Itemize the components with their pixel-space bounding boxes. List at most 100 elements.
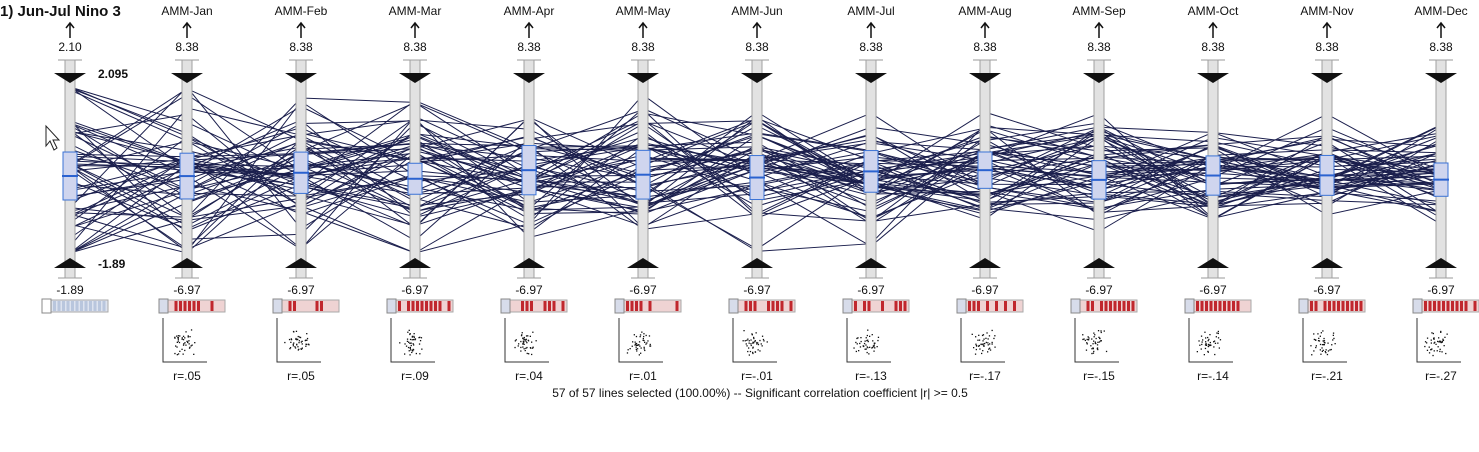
color-cell bbox=[995, 301, 998, 311]
scatter-dot bbox=[1325, 352, 1327, 354]
scatter-dot bbox=[1320, 353, 1322, 355]
scatter-dot bbox=[1441, 351, 1443, 353]
scatter-dot bbox=[526, 342, 528, 344]
axis-max: 8.38 bbox=[859, 40, 883, 54]
scatter-dot bbox=[1086, 338, 1088, 341]
scatter-dot bbox=[756, 343, 758, 345]
scatter-dot bbox=[408, 329, 410, 331]
scatter-dot bbox=[522, 337, 524, 339]
scatter-dot bbox=[754, 340, 756, 342]
scatter-dot bbox=[1205, 344, 1207, 346]
top-slider bbox=[1311, 73, 1343, 83]
scatter-dot bbox=[1424, 345, 1426, 348]
scatter-dot bbox=[529, 335, 531, 337]
scatter-dot bbox=[1201, 343, 1203, 346]
color-cell bbox=[1236, 301, 1240, 311]
scatter-dot bbox=[1323, 340, 1325, 342]
scatter-dot bbox=[1331, 344, 1333, 346]
color-cell bbox=[1223, 301, 1226, 311]
scatter-dot bbox=[407, 346, 410, 349]
scatter-dot bbox=[648, 335, 651, 337]
color-bar-handle bbox=[614, 298, 625, 314]
scatter-dot bbox=[1091, 348, 1093, 350]
color-cell bbox=[1091, 301, 1094, 311]
axis-min: -6.97 bbox=[173, 283, 201, 297]
scatter-dot bbox=[860, 337, 862, 339]
scatter-dot bbox=[1091, 352, 1093, 355]
scatter-dot bbox=[993, 337, 995, 340]
scatter-dot bbox=[981, 334, 984, 337]
scatter-dot bbox=[867, 339, 869, 341]
scatter-dot bbox=[531, 341, 533, 343]
color-cell bbox=[977, 301, 980, 311]
color-cell bbox=[411, 301, 415, 311]
scatter-dot bbox=[308, 344, 310, 346]
scatter-dot bbox=[643, 348, 645, 350]
scatter-dot bbox=[1087, 339, 1089, 341]
scatter-dot bbox=[1207, 343, 1210, 346]
scatter-dot bbox=[983, 338, 985, 340]
color-cell bbox=[771, 301, 775, 311]
color-bar bbox=[728, 299, 796, 313]
scatter-dot bbox=[298, 340, 300, 342]
scatter-dot bbox=[1205, 341, 1207, 343]
color-bar bbox=[386, 299, 454, 313]
scatter-dot bbox=[1092, 347, 1094, 349]
scatter-dot bbox=[1200, 348, 1202, 350]
scatter-dot bbox=[193, 353, 195, 355]
scatter-dot bbox=[295, 330, 298, 332]
color-cell bbox=[1332, 301, 1336, 311]
scatter-dot bbox=[304, 339, 306, 342]
scatter-dot bbox=[194, 342, 196, 344]
scatter-dot bbox=[1092, 343, 1094, 345]
scatter-dot bbox=[1318, 337, 1320, 339]
axis-max: 2.10 bbox=[58, 40, 82, 54]
scatter-dot bbox=[404, 353, 406, 355]
color-cell bbox=[1451, 301, 1454, 311]
scatter-dot bbox=[185, 344, 187, 346]
scatter-dot bbox=[292, 345, 294, 347]
scatter-dot bbox=[1202, 339, 1204, 341]
color-cell bbox=[776, 301, 779, 311]
scatter-dot bbox=[747, 338, 749, 340]
color-cell bbox=[972, 301, 976, 311]
scatter-dot bbox=[526, 352, 528, 355]
scatter-dot bbox=[1438, 341, 1440, 343]
scatter-dot bbox=[298, 342, 300, 344]
scatter-dot bbox=[759, 350, 761, 352]
scatter-dot bbox=[522, 346, 524, 348]
scatter-dot bbox=[1096, 347, 1099, 349]
axis-min: -6.97 bbox=[401, 283, 429, 297]
color-cell bbox=[80, 301, 83, 311]
color-cell bbox=[1446, 301, 1450, 311]
scatter-dot bbox=[859, 342, 861, 345]
scatter-dot bbox=[629, 348, 631, 350]
scatter-dot bbox=[182, 339, 185, 341]
color-cell bbox=[1442, 301, 1445, 311]
scatter-dot bbox=[980, 343, 982, 345]
scatter-dot bbox=[290, 339, 293, 341]
scatter-dot bbox=[299, 336, 302, 339]
scatter-dot bbox=[411, 349, 413, 351]
color-cell bbox=[561, 301, 565, 311]
axis-label: AMM-Aug bbox=[958, 4, 1011, 18]
scatter-dot bbox=[520, 340, 522, 343]
scatter-dot bbox=[1217, 330, 1219, 333]
brush-bottom-label: -1.89 bbox=[98, 257, 126, 271]
scatter-dot bbox=[856, 337, 858, 340]
scatter-dot bbox=[1099, 337, 1101, 339]
scatter-dot bbox=[752, 347, 754, 349]
color-cell bbox=[675, 301, 679, 311]
color-cell bbox=[1473, 301, 1477, 311]
scatter-dot bbox=[748, 347, 750, 349]
scatter-dot bbox=[522, 342, 524, 344]
scatter-dot bbox=[515, 339, 517, 341]
scatter-dot bbox=[1433, 338, 1435, 340]
scatter-dot bbox=[187, 335, 189, 337]
scatter-dot bbox=[409, 346, 411, 349]
scatter-dot bbox=[296, 339, 298, 341]
scatter-dot bbox=[1317, 340, 1320, 342]
color-cell bbox=[1323, 301, 1327, 311]
scatter-dot bbox=[766, 341, 768, 343]
